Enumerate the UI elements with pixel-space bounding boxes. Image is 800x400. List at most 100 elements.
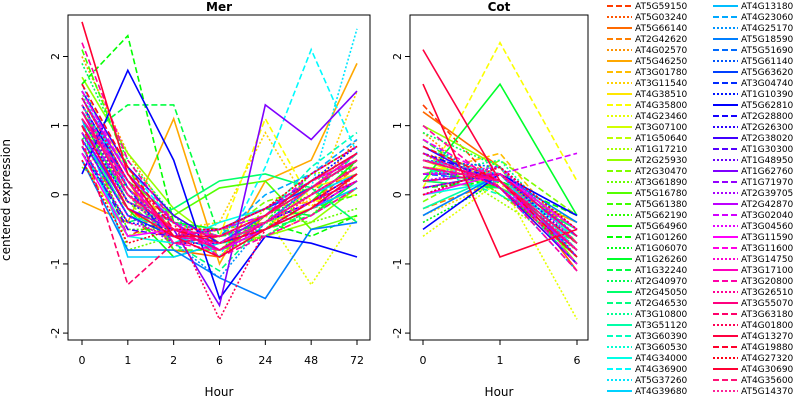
legend-label: AT2G45050 [635,288,688,298]
series-line-mer-at5g14370 [81,104,358,244]
legend-label: AT2G38020 [741,134,794,144]
legend-label: AT5G64960 [635,222,688,232]
legend-label: AT4G13270 [741,332,794,342]
y-tick-label-cot: -1 [391,258,404,269]
panel-mer-x-axis: 0 1 2 6 24 48 72 [79,340,364,367]
y-tick-label-mer: 0 [49,191,62,198]
y-tick-label-mer: 2 [49,53,62,60]
legend-label: AT5G03240 [635,13,688,23]
legend-label: AT3G10800 [635,310,688,320]
series-line-cot-at3g26510 [422,173,578,237]
legend-label: AT2G30470 [635,167,688,177]
legend-label: AT3G11600 [741,244,794,254]
legend-label: AT1G50640 [635,134,688,144]
legend-label: AT4G01800 [741,321,794,331]
legend-label: AT3G01780 [635,68,688,78]
legend-label: AT4G25170 [741,24,794,34]
series-line-mer-at4g35600 [81,118,358,238]
x-tick-label-mer: 0 [79,354,86,367]
legend-label: AT3G26510 [741,288,794,298]
legend-label: AT2G25930 [635,156,688,166]
series-line-cot-at3g63180 [422,173,578,237]
series-line-cot-at4g19880 [422,145,578,258]
legend-label: AT5G14370 [741,387,794,397]
legend-label: AT4G13180 [741,2,794,12]
legend-label: AT3G07100 [635,123,688,133]
panel-mer-x-title: Hour [205,385,234,399]
legend-label: AT1G01260 [635,233,688,243]
legend-label: AT5G59150 [635,2,688,12]
legend-label: AT4G38510 [635,90,688,100]
legend-label: AT2G42620 [635,35,688,45]
y-tick-label-cot: 0 [391,191,404,198]
x-tick-label-mer: 6 [216,354,223,367]
panel-cot-series [422,41,578,320]
panel-cot-x-axis: 0 1 6 [420,340,581,367]
series-line-cot-at3g11600 [422,138,578,265]
series-line-mer-at5g62810 [81,68,358,301]
legend-label: AT4G23060 [741,13,794,23]
legend-label: AT4G36900 [635,365,688,375]
legend-label: AT4G19880 [741,343,794,353]
y-tick-label-cot: 2 [391,53,404,60]
legend-label: AT2G26300 [741,123,794,133]
legend-label: AT2G28800 [741,112,794,122]
series-line-cot-at4g35600 [422,166,578,244]
series-line-mer-at3g26510 [81,145,358,238]
y-tick-label-mer: -1 [49,258,62,269]
legend-label: AT1G32240 [635,266,688,276]
legend-label: AT5G66140 [635,24,688,34]
panel-mer-y-axis: -2 -1 0 1 2 [49,53,68,339]
panel-cot-title: Cot [488,0,511,14]
series-line-mer-at4g27320 [81,145,358,245]
legend-label: AT3G04740 [741,79,794,89]
legend-label: AT5G61140 [741,57,794,67]
legend-label: AT1G62760 [741,167,794,177]
legend-label: AT5G62810 [741,101,794,111]
legend-label: AT5G16780 [635,189,688,199]
series-line-cot-at4g23460 [422,179,578,320]
legend-label: AT4G23460 [635,112,688,122]
panel-mer: Mer -2 -1 0 1 2 0 1 2 6 24 48 72 Hour [49,0,371,399]
legend-label: AT3G17100 [741,266,794,276]
series-line-mer-at4g30690 [81,21,358,258]
legend-label: AT3G63180 [741,310,794,320]
legend-label: AT1G10390 [741,90,794,100]
legend-label: AT3G60530 [635,343,688,353]
legend-label: AT5G51690 [741,46,794,56]
legend-label: AT3G04560 [741,222,794,232]
series-line-cot-at3g01780 [422,152,578,244]
panel-cot-frame [409,14,589,341]
panel-cot-y-axis: -2 -1 0 1 2 [391,53,410,339]
series-line-cot-at4g30690 [422,83,578,259]
series-line-cot-at4g01800 [422,152,578,258]
x-tick-label-mer: 72 [350,354,364,367]
legend-label: AT1G06070 [635,244,688,254]
x-tick-label-mer: 48 [304,354,318,367]
legend-label: AT4G35600 [741,376,794,386]
legend-label: AT1G17210 [635,145,688,155]
legend-label: AT3G20800 [741,277,794,287]
legend-label: AT3G02040 [741,211,794,221]
legend-label: AT4G39680 [635,387,688,397]
x-tick-label-mer: 2 [170,354,177,367]
legend-label: AT2G39705 [741,189,793,199]
legend-label: AT3G14750 [741,255,794,265]
legend-label: AT5G61380 [635,200,688,210]
legend-label: AT5G18590 [741,35,794,45]
panel-mer-title: Mer [206,0,232,14]
legend-label: AT2G42870 [741,200,794,210]
x-tick-label-mer: 1 [124,354,131,367]
y-axis-title: centered expression [0,139,13,261]
legend-label: AT1G26260 [635,255,688,265]
panel-mer-series [81,21,358,322]
series-line-mer-at3g63180 [81,139,358,287]
legend-label: AT4G30690 [741,365,794,375]
y-tick-label-cot: 1 [391,122,404,129]
y-tick-label-mer: 1 [49,122,62,129]
legend-label: AT5G63620 [741,68,794,78]
legend-label: AT4G35800 [635,101,688,111]
y-tick-label-cot: -2 [391,328,404,339]
legend-label: AT3G55070 [741,299,794,309]
